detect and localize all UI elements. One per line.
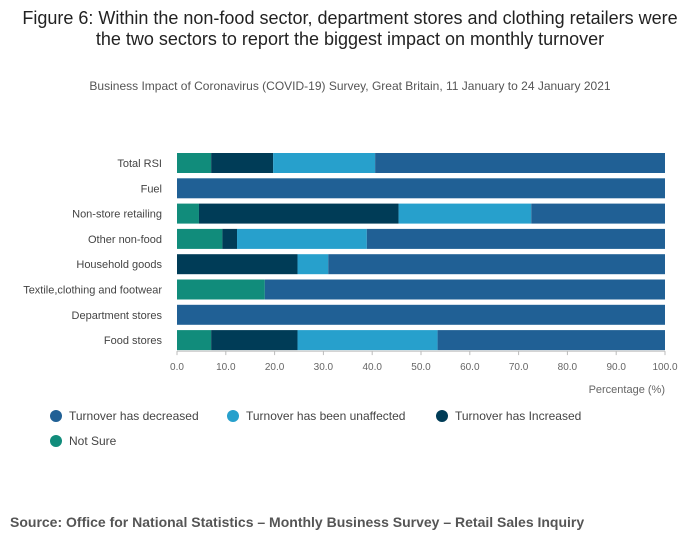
x-axis-label: Percentage (%) <box>589 384 665 396</box>
x-tick-label-10-0: 10.0 <box>216 362 236 373</box>
category-label-textile-clothing-and-footwear: Textile,clothing and footwear <box>23 285 162 297</box>
legend-marker-turnover-has-increased <box>436 410 448 422</box>
bar-total-rsi-not-sure <box>177 153 212 173</box>
bar-food-stores-turnover-has-decreased <box>437 330 665 351</box>
legend-label-turnover-has-been-unaffected: Turnover has been unaffected <box>246 409 405 423</box>
bar-household-goods-turnover-has-increased <box>177 254 298 275</box>
bar-non-store-retailing-turnover-has-increased <box>198 203 399 224</box>
x-tick-label-0-0: 0.0 <box>170 362 184 373</box>
bar-fuel-turnover-has-decreased <box>177 178 665 199</box>
x-tick-label-20-0: 20.0 <box>265 362 285 373</box>
category-label-total-rsi: Total RSI <box>117 158 162 170</box>
bar-non-store-retailing-turnover-has-been-unaffected <box>398 203 532 224</box>
category-label-food-stores: Food stores <box>104 335 163 347</box>
x-tick-label-90-0: 90.0 <box>606 362 626 373</box>
source-note: Source: Office for National Statistics –… <box>10 514 585 530</box>
category-label-non-store-retailing: Non-store retailing <box>72 209 162 221</box>
legend-marker-turnover-has-been-unaffected <box>227 410 239 422</box>
category-label-department-stores: Department stores <box>72 310 163 322</box>
chart-subtitle: Business Impact of Coronavirus (COVID-19… <box>89 79 611 93</box>
bar-other-non-food-not-sure <box>177 228 223 249</box>
x-tick-label-100-0: 100.0 <box>652 362 677 373</box>
bar-department-stores-turnover-has-decreased <box>177 304 665 325</box>
legend-label-turnover-has-decreased: Turnover has decreased <box>69 409 199 423</box>
x-tick-label-70-0: 70.0 <box>509 362 529 373</box>
legend-label-turnover-has-increased: Turnover has Increased <box>455 409 581 423</box>
bar-household-goods-turnover-has-decreased <box>328 254 665 275</box>
bar-textile-clothing-and-footwear-not-sure <box>177 279 265 300</box>
category-label-fuel: Fuel <box>141 183 162 195</box>
bar-other-non-food-turnover-has-increased <box>222 228 238 249</box>
x-tick-label-40-0: 40.0 <box>362 362 382 373</box>
bar-non-store-retailing-turnover-has-decreased <box>531 203 665 224</box>
chart-title: Figure 6: Within the non-food sector, de… <box>22 8 678 49</box>
bar-food-stores-turnover-has-increased <box>211 330 298 351</box>
legend-marker-not-sure <box>50 435 62 447</box>
x-tick-label-60-0: 60.0 <box>460 362 480 373</box>
x-tick-label-80-0: 80.0 <box>558 362 578 373</box>
bar-textile-clothing-and-footwear-turnover-has-decreased <box>264 279 665 300</box>
bar-non-store-retailing-not-sure <box>177 203 199 224</box>
bar-total-rsi-turnover-has-been-unaffected <box>273 153 376 173</box>
x-tick-label-30-0: 30.0 <box>314 362 334 373</box>
category-label-household-goods: Household goods <box>76 259 162 271</box>
legend-marker-turnover-has-decreased <box>50 410 62 422</box>
stacked-bar-chart: Total RSI Fuel Non-store retailing Other no… <box>23 153 678 448</box>
x-tick-label-50-0: 50.0 <box>411 362 431 373</box>
bar-other-non-food-turnover-has-decreased <box>366 228 665 249</box>
bar-food-stores-not-sure <box>177 330 212 351</box>
bar-total-rsi-turnover-has-decreased <box>375 153 665 173</box>
legend-label-not-sure: Not Sure <box>69 434 117 448</box>
bar-household-goods-turnover-has-been-unaffected <box>297 254 329 275</box>
bar-other-non-food-turnover-has-been-unaffected <box>237 228 367 249</box>
bar-food-stores-turnover-has-been-unaffected <box>297 330 438 351</box>
bar-total-rsi-turnover-has-increased <box>211 153 274 173</box>
category-label-other-non-food: Other non-food <box>88 234 162 246</box>
